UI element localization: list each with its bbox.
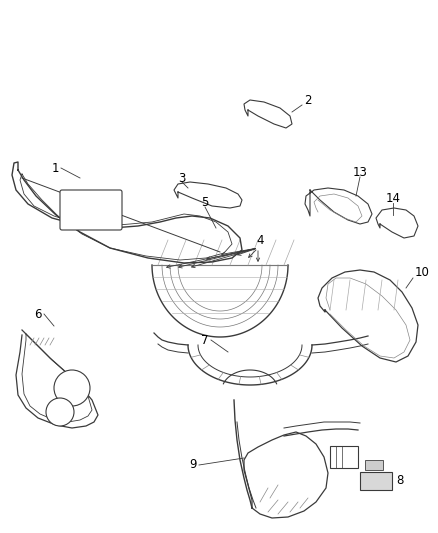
Polygon shape xyxy=(12,162,242,263)
Text: 7: 7 xyxy=(201,334,209,346)
Polygon shape xyxy=(318,270,418,362)
Circle shape xyxy=(46,398,74,426)
Polygon shape xyxy=(305,188,372,224)
Bar xyxy=(330,446,358,468)
Text: 5: 5 xyxy=(201,196,208,208)
Text: 9: 9 xyxy=(189,458,197,472)
Text: 2: 2 xyxy=(304,93,312,107)
Circle shape xyxy=(54,370,90,406)
Text: 8: 8 xyxy=(396,473,404,487)
FancyBboxPatch shape xyxy=(60,190,122,230)
Text: 1: 1 xyxy=(51,161,59,174)
Polygon shape xyxy=(16,330,98,428)
Text: 4: 4 xyxy=(256,233,264,246)
Bar xyxy=(365,460,383,470)
Text: 14: 14 xyxy=(385,191,400,205)
Polygon shape xyxy=(174,182,242,208)
Text: 6: 6 xyxy=(34,308,42,320)
Polygon shape xyxy=(376,208,418,238)
Polygon shape xyxy=(244,100,292,128)
Bar xyxy=(360,472,392,490)
Text: 10: 10 xyxy=(415,266,430,279)
Text: 3: 3 xyxy=(178,172,186,184)
Text: 13: 13 xyxy=(353,166,367,179)
